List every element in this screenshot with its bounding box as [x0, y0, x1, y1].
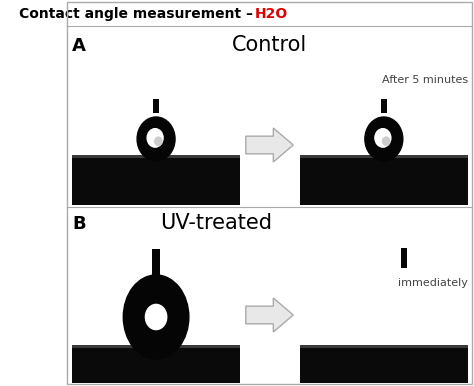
Circle shape — [383, 137, 390, 146]
Text: UV-treated: UV-treated — [160, 213, 272, 233]
Text: H2O: H2O — [255, 7, 288, 21]
Circle shape — [365, 117, 403, 161]
Bar — [300, 345, 468, 348]
Bar — [153, 99, 159, 113]
Bar — [72, 345, 240, 348]
Circle shape — [155, 137, 162, 146]
Bar — [300, 155, 468, 158]
Bar — [381, 99, 387, 113]
Bar — [300, 155, 468, 205]
Bar — [401, 248, 408, 268]
Text: After 5 minutes: After 5 minutes — [382, 75, 468, 85]
Text: immediately: immediately — [398, 278, 468, 288]
Text: A: A — [72, 37, 86, 55]
Bar — [72, 345, 240, 383]
Text: Control: Control — [232, 35, 307, 55]
Ellipse shape — [123, 275, 189, 359]
Polygon shape — [246, 298, 293, 332]
Bar — [152, 249, 160, 275]
Circle shape — [375, 129, 391, 147]
Ellipse shape — [146, 305, 167, 330]
Bar — [72, 155, 240, 158]
Circle shape — [147, 129, 163, 147]
Text: Contact angle measurement –: Contact angle measurement – — [19, 7, 253, 21]
Polygon shape — [246, 128, 293, 162]
Bar — [72, 155, 240, 205]
Circle shape — [137, 117, 175, 161]
Text: B: B — [72, 215, 86, 233]
Bar — [300, 345, 468, 383]
